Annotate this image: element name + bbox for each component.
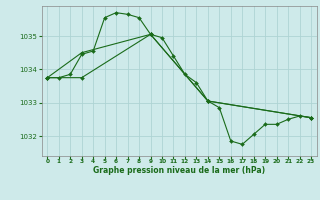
X-axis label: Graphe pression niveau de la mer (hPa): Graphe pression niveau de la mer (hPa) (93, 166, 265, 175)
